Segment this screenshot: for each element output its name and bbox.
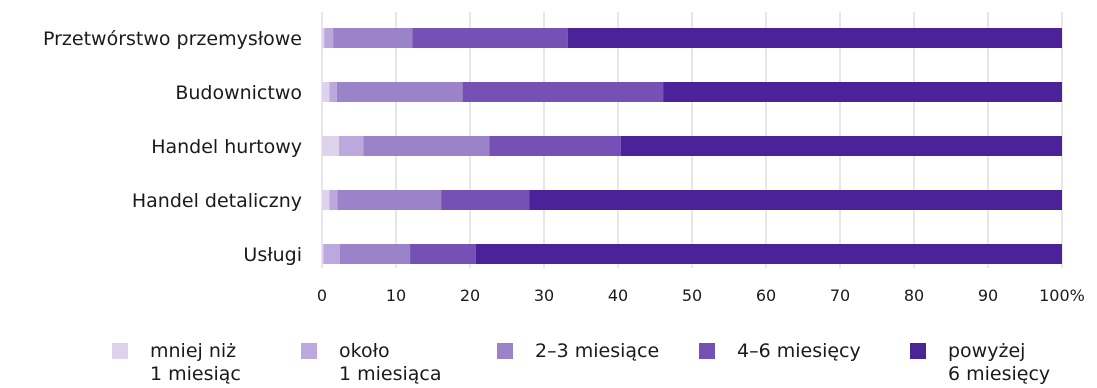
bar-segment	[324, 28, 334, 48]
x-tick-label: 0	[317, 286, 327, 305]
x-tick-label: 20	[460, 286, 480, 305]
bar-segment	[329, 190, 338, 210]
bar-segment	[339, 244, 411, 264]
bar-segment	[620, 136, 1062, 156]
x-tick-label: 100%	[1039, 286, 1085, 305]
legend-swatch	[497, 343, 513, 359]
x-tick-label: 70	[830, 286, 850, 305]
bar-segment	[663, 82, 1062, 102]
legend-item: 2–3 miesiące	[497, 340, 659, 362]
legend-item: około 1 miesiąca	[301, 340, 442, 385]
bar-segment	[333, 28, 413, 48]
legend: mniej niż 1 miesiąc około 1 miesiąca 2–3 mie…	[112, 340, 1050, 385]
bar-segment	[462, 82, 664, 102]
category-label: Usługi	[243, 244, 302, 266]
bar-segment	[339, 136, 364, 156]
legend-swatch	[910, 343, 926, 359]
bar-segment	[336, 82, 463, 102]
legend-item: powyżej 6 miesięcy	[910, 340, 1050, 385]
bar-segment	[529, 190, 1062, 210]
category-label: Przetwórstwo przemysłowe	[43, 28, 302, 50]
bar-segment	[322, 190, 330, 210]
bar-segment	[489, 136, 621, 156]
bar-segment	[410, 244, 476, 264]
bar-segment	[475, 244, 1062, 264]
bar-segment	[323, 244, 340, 264]
bar-segment	[329, 82, 337, 102]
legend-label: 4–6 miesięcy	[737, 340, 861, 362]
x-tick-label: 60	[756, 286, 776, 305]
bar-segment	[322, 28, 325, 48]
x-tick-label: 40	[608, 286, 628, 305]
legend-item: mniej niż 1 miesiąc	[112, 340, 241, 385]
x-tick-label: 50	[682, 286, 702, 305]
bar-segment	[322, 244, 324, 264]
x-axis-ticks: 0 10 20 30 40 50 60 70 80 90 100%	[317, 286, 1085, 305]
x-tick-label: 30	[534, 286, 554, 305]
x-tick-label: 10	[386, 286, 406, 305]
legend-label: 2–3 miesiące	[535, 340, 659, 362]
category-labels: Przetwórstwo przemysłowe Budownictwo Hande…	[43, 28, 302, 266]
legend-item: 4–6 miesięcy	[699, 340, 861, 362]
category-label: Handel hurtowy	[151, 136, 302, 158]
x-tick-label: 80	[904, 286, 924, 305]
bar-segment	[337, 190, 442, 210]
legend-label: powyżej 6 miesięcy	[948, 340, 1050, 385]
bar-segment	[412, 28, 568, 48]
legend-swatch	[112, 343, 128, 359]
legend-swatch	[699, 343, 715, 359]
category-label: Handel detaliczny	[132, 190, 302, 212]
legend-swatch	[301, 343, 317, 359]
legend-label: mniej niż 1 miesiąc	[150, 340, 241, 385]
bar-segment	[363, 136, 490, 156]
bar-segment	[441, 190, 530, 210]
bar-segment	[322, 82, 330, 102]
bar-segment	[567, 28, 1062, 48]
x-tick-label: 90	[978, 286, 998, 305]
bar-segment	[322, 136, 340, 156]
category-label: Budownictwo	[175, 82, 302, 104]
legend-label: około 1 miesiąca	[339, 340, 442, 385]
bars	[322, 28, 1062, 264]
